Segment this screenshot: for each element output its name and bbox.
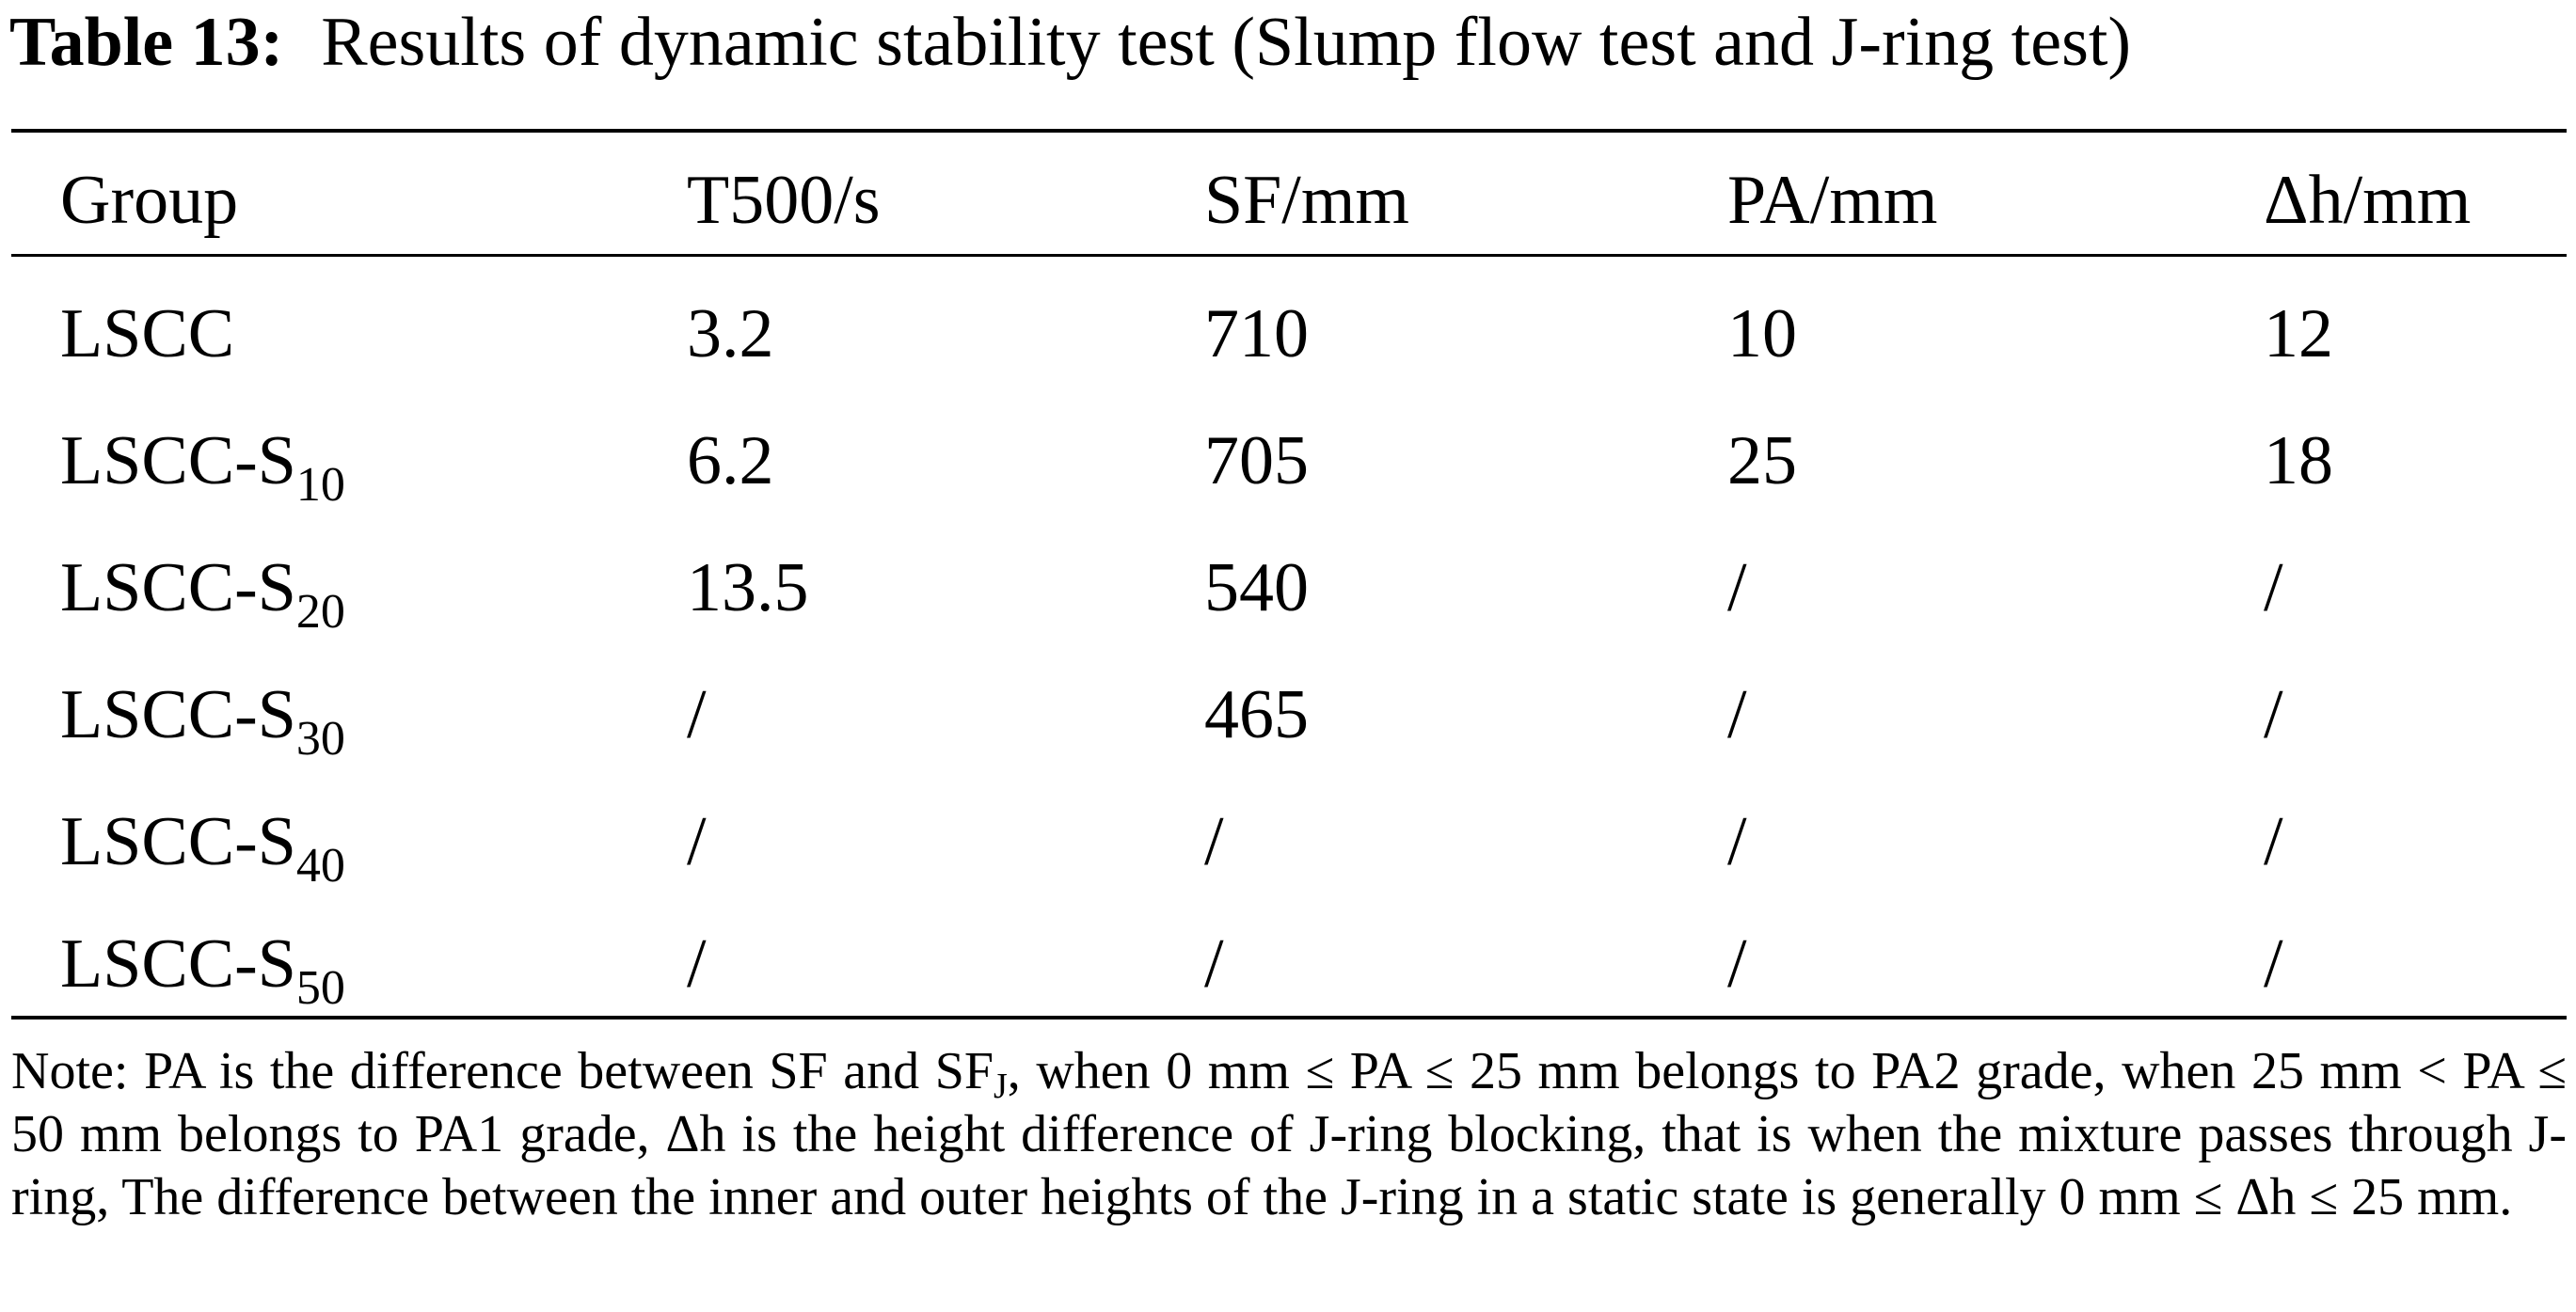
cell-dh: 18: [2264, 422, 2333, 499]
group-name: LSCC-S: [60, 676, 296, 753]
cell-dh: 12: [2264, 295, 2333, 372]
cell-sf: 540: [1204, 549, 1309, 626]
group-name: LSCC-S: [60, 803, 296, 880]
table-row: LSCC-S30 / 465 / /: [0, 680, 2576, 793]
table-header-row: Group T500/s SF/mm PA/mm Δh/mm: [0, 166, 2576, 278]
cell-pa: /: [1727, 925, 1747, 1003]
header-pa: PA/mm: [1727, 162, 1938, 239]
header-group: Group: [60, 162, 239, 239]
cell-sf: /: [1204, 925, 1224, 1003]
group-name: LSCC-S: [60, 549, 296, 626]
cell-group: LSCC-S40: [60, 807, 345, 891]
table-bottom-rule: [11, 1016, 2567, 1020]
note-text-rest: , when 0 mm ≤ PA ≤ 25 mm belongs to PA2 …: [11, 1042, 2567, 1226]
cell-t500: /: [687, 803, 707, 880]
group-subscript: 20: [295, 585, 345, 639]
cell-pa: /: [1727, 803, 1747, 880]
table-row: LSCC-S40 / / / /: [0, 807, 2576, 920]
header-t500: T500/s: [687, 162, 881, 239]
header-sf: SF/mm: [1204, 162, 1409, 239]
cell-pa: /: [1727, 549, 1747, 626]
cell-pa: 25: [1727, 422, 1797, 499]
table-caption-label: Table 13:: [9, 4, 284, 81]
cell-t500: 13.5: [687, 549, 809, 626]
cell-group: LSCC: [60, 299, 234, 369]
group-name: LSCC-S: [60, 422, 296, 499]
table-header-rule: [11, 254, 2567, 257]
note-subscript: J: [993, 1067, 1008, 1106]
header-dh: Δh/mm: [2264, 162, 2472, 239]
table-caption-text: Results of dynamic stability test (Slump…: [321, 4, 2132, 81]
cell-sf: 710: [1204, 295, 1309, 372]
group-name: LSCC-S: [60, 925, 296, 1003]
cell-t500: 6.2: [687, 422, 774, 499]
group-subscript: 40: [295, 839, 345, 893]
cell-sf: /: [1204, 803, 1224, 880]
cell-dh: /: [2264, 803, 2283, 880]
table-row: LSCC-S20 13.5 540 / /: [0, 553, 2576, 666]
cell-group: LSCC-S50: [60, 929, 345, 1013]
table-row: LSCC-S50 / / / /: [0, 929, 2576, 1042]
table-row: LSCC-S10 6.2 705 25 18: [0, 426, 2576, 539]
cell-dh: /: [2264, 676, 2283, 753]
cell-t500: /: [687, 925, 707, 1003]
cell-t500: /: [687, 676, 707, 753]
table-row: LSCC 3.2 710 10 12: [0, 299, 2576, 412]
cell-pa: 10: [1727, 295, 1797, 372]
group-subscript: 30: [295, 712, 345, 766]
cell-t500: 3.2: [687, 295, 774, 372]
cell-dh: /: [2264, 925, 2283, 1003]
group-subscript: 10: [295, 458, 345, 512]
cell-dh: /: [2264, 549, 2283, 626]
group-subscript: 50: [295, 961, 345, 1015]
cell-group: LSCC-S30: [60, 680, 345, 764]
cell-sf: 465: [1204, 676, 1309, 753]
table-note: Note: PA is the difference between SF an…: [11, 1040, 2567, 1229]
cell-group: LSCC-S10: [60, 426, 345, 510]
group-name: LSCC: [60, 295, 235, 372]
table-top-rule: [11, 129, 2567, 133]
table-caption: Table 13: Results of dynamic stability te…: [9, 8, 2131, 77]
note-text-start: Note: PA is the difference between SF an…: [11, 1042, 994, 1100]
cell-pa: /: [1727, 676, 1747, 753]
cell-group: LSCC-S20: [60, 553, 345, 637]
cell-sf: 705: [1204, 422, 1309, 499]
